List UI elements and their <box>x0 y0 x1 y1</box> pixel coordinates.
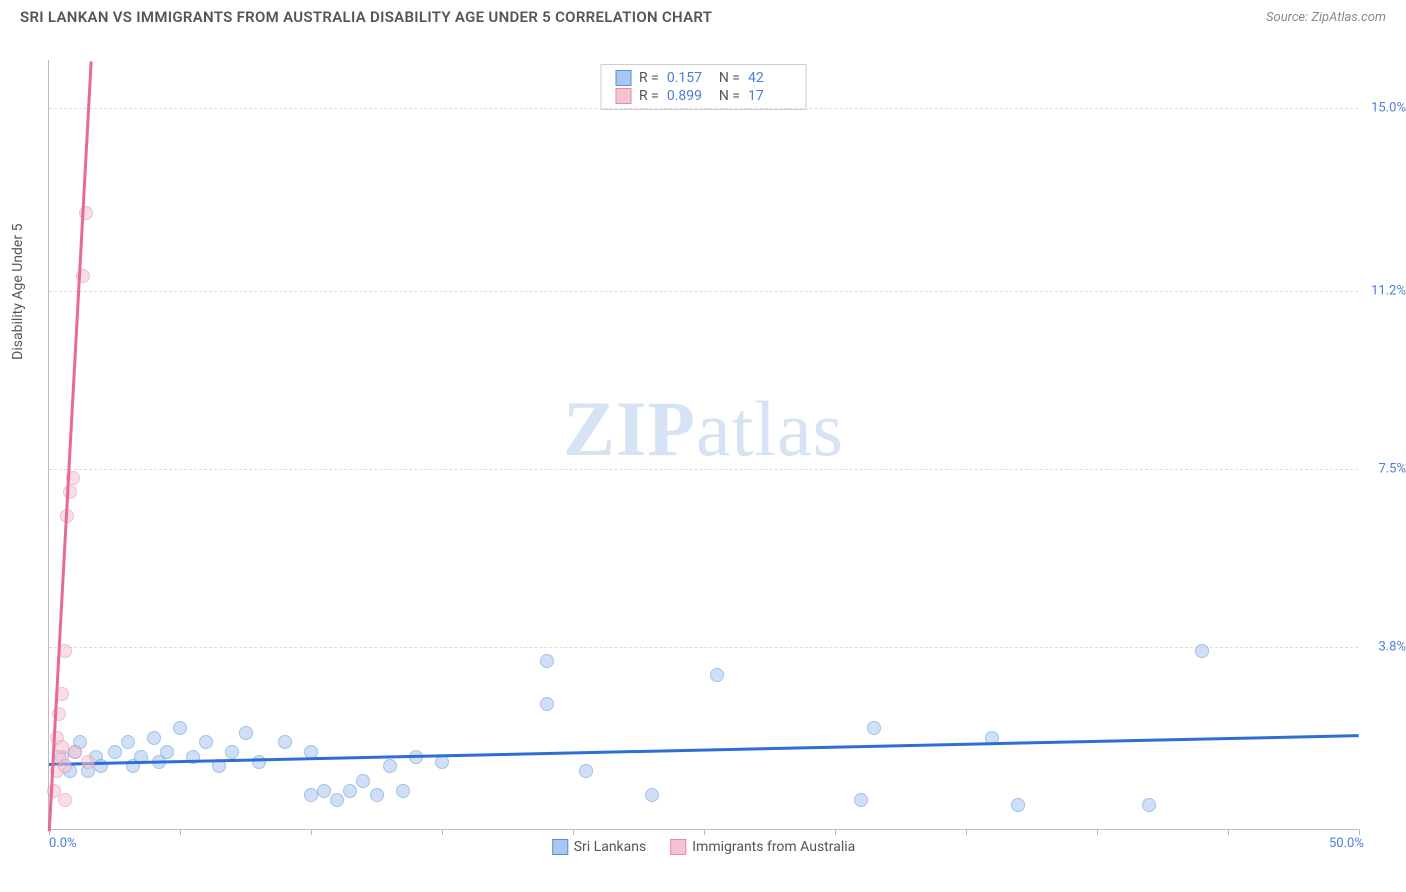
data-point <box>1142 798 1156 812</box>
legend-swatch <box>670 839 686 855</box>
xtick <box>180 829 181 835</box>
data-point <box>304 788 318 802</box>
stat-n-value: 17 <box>748 88 792 104</box>
stat-r-label: R = <box>639 88 659 104</box>
legend-swatch <box>615 70 631 86</box>
gridline <box>49 291 1358 292</box>
gridline <box>49 647 1358 648</box>
data-point <box>108 745 122 759</box>
data-point <box>81 755 95 769</box>
watermark: ZIPatlas <box>563 384 844 474</box>
series-legend: Sri Lankans Immigrants from Australia <box>552 839 856 855</box>
stat-n-value: 42 <box>748 70 792 86</box>
y-axis-label: Disability Age Under 5 <box>10 224 26 360</box>
xtick <box>835 829 836 835</box>
data-point <box>58 793 72 807</box>
data-point <box>356 774 370 788</box>
source-label: Source: ZipAtlas.com <box>1266 10 1386 25</box>
xtick <box>1228 829 1229 835</box>
xtick-label: 50.0% <box>1329 836 1364 851</box>
data-point <box>330 793 344 807</box>
data-point <box>239 726 253 740</box>
stats-legend-box: R = 0.157 N = 42 R = 0.899 N = 17 <box>600 64 807 110</box>
data-point <box>1011 798 1025 812</box>
data-point <box>1195 644 1209 658</box>
legend-swatch <box>552 839 568 855</box>
trend-line <box>48 61 92 831</box>
xtick <box>442 829 443 835</box>
stats-row: R = 0.899 N = 17 <box>615 87 792 105</box>
legend-item: Sri Lankans <box>552 839 647 855</box>
scatter-chart: ZIPatlas R =0.157N =42R =0.899N =17 Sri … <box>48 60 1358 830</box>
data-point <box>396 784 410 798</box>
legend-label: Immigrants from Australia <box>692 839 855 855</box>
xtick <box>573 829 574 835</box>
data-point <box>343 784 357 798</box>
data-point <box>645 788 659 802</box>
ytick-label: 15.0% <box>1371 101 1406 116</box>
ytick-label: 7.5% <box>1378 462 1406 477</box>
stats-row: R = 0.157 N = 42 <box>615 69 792 87</box>
xtick <box>704 829 705 835</box>
stat-r-label: R = <box>639 70 659 86</box>
data-point <box>58 759 72 773</box>
data-point <box>867 721 881 735</box>
data-point <box>540 697 554 711</box>
data-point <box>383 759 397 773</box>
xtick <box>966 829 967 835</box>
data-point <box>710 668 724 682</box>
xtick-label: 0.0% <box>49 836 77 851</box>
chart-title: SRI LANKAN VS IMMIGRANTS FROM AUSTRALIA … <box>20 8 712 26</box>
data-point <box>199 735 213 749</box>
ytick-label: 11.2% <box>1371 284 1406 299</box>
ytick-label: 3.8% <box>1378 640 1406 655</box>
data-point <box>370 788 384 802</box>
xtick <box>1359 829 1360 835</box>
data-point <box>540 654 554 668</box>
legend-item: Immigrants from Australia <box>670 839 855 855</box>
data-point <box>317 784 331 798</box>
data-point <box>121 735 135 749</box>
title-bar: SRI LANKAN VS IMMIGRANTS FROM AUSTRALIA … <box>0 0 1406 30</box>
data-point <box>252 755 266 769</box>
data-point <box>68 745 82 759</box>
data-point <box>173 721 187 735</box>
data-point <box>278 735 292 749</box>
legend-swatch <box>615 88 631 104</box>
data-point <box>147 731 161 745</box>
xtick <box>311 829 312 835</box>
legend-label: Sri Lankans <box>574 839 647 855</box>
gridline <box>49 469 1358 470</box>
stat-r-value: 0.899 <box>667 88 711 104</box>
stat-n-label: N = <box>719 88 740 104</box>
data-point <box>160 745 174 759</box>
stat-r-value: 0.157 <box>667 70 711 86</box>
data-point <box>854 793 868 807</box>
gridline <box>49 108 1358 109</box>
xtick <box>1097 829 1098 835</box>
data-point <box>579 764 593 778</box>
data-point <box>225 745 239 759</box>
stat-n-label: N = <box>719 70 740 86</box>
data-point <box>55 740 69 754</box>
